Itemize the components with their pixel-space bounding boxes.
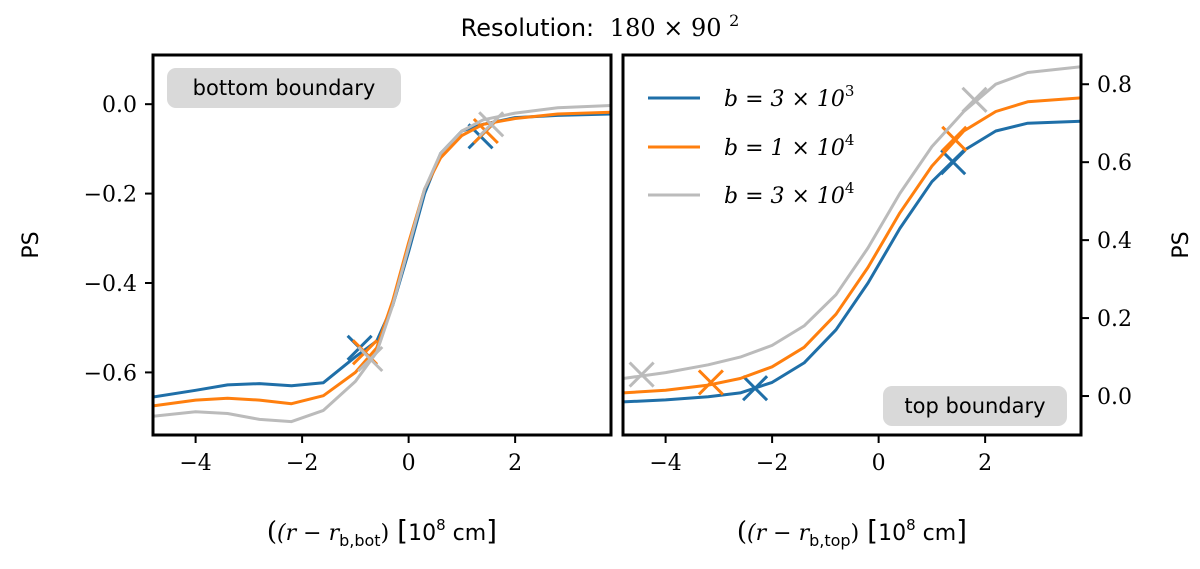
legend-exp: 4 <box>845 179 855 197</box>
svg-text:((r − rb,bot)[108 cm]: ((r − rb,bot) [108 cm] <box>267 514 497 550</box>
left-annotation-text: bottom boundary <box>193 76 376 100</box>
right-x-ticks: −4 −2 0 2 <box>649 435 992 476</box>
right-axes-frame <box>621 53 1083 437</box>
right-xlabel-close: ) <box>851 521 860 546</box>
y-tick-label: 0.8 <box>1097 73 1132 98</box>
legend-exp: 4 <box>845 131 855 149</box>
legend-label: b = 1 × 10 <box>724 136 845 161</box>
y-tick-label: 0.2 <box>1097 307 1132 332</box>
y-tick-label: −0.2 <box>84 183 137 208</box>
right-xlabel-open: (r − r <box>747 521 811 546</box>
left-xlabel-open: (r − r <box>277 521 341 546</box>
left-x-axis-label: ((r − rb,bot) [108 cm] <box>267 514 497 550</box>
x-tick-label: 2 <box>508 451 522 476</box>
right-xlabel-unit-exp: 8 <box>906 516 916 534</box>
left-xlabel-unit-bracket-close: ] <box>486 514 497 547</box>
svg-text:b = 1 × 104: b = 1 × 104 <box>724 131 854 161</box>
right-xlabel-unit-pre: 10 <box>878 521 906 546</box>
left-xlabel-close: ) <box>381 521 390 546</box>
y-tick-label: 0.6 <box>1097 151 1132 176</box>
series-line <box>153 112 611 399</box>
left-panel: bottom boundary −4 −2 0 2 0.0 −0.2 −0.4 −0.6 P… <box>19 53 613 550</box>
legend-label: b = 3 × 10 <box>724 184 845 209</box>
left-xlabel-sub: b,bot <box>339 531 380 550</box>
left-x-ticks: −4 −2 0 2 <box>179 435 522 476</box>
left-xlabel-bracket: ( <box>267 517 277 547</box>
y-tick-label: 0.0 <box>102 93 137 118</box>
left-xlabel-unit-post: cm <box>446 521 487 546</box>
series-line <box>623 119 1081 404</box>
y-tick-label: −0.4 <box>84 272 137 297</box>
title-prefix: Resolution: <box>461 14 595 42</box>
series-line <box>153 110 611 408</box>
y-tick-label: −0.6 <box>84 361 137 386</box>
title-resolution: 180 × 90 <box>610 14 722 42</box>
series-line <box>153 104 611 424</box>
left-y-ticks: 0.0 −0.2 −0.4 −0.6 <box>84 93 153 386</box>
svg-text:((r − rb,top)[108 cm]: ((r − rb,top) [108 cm] <box>737 514 967 550</box>
left-xlabel-unit-exp: 8 <box>436 516 446 534</box>
right-xlabel-unit-bracket-close: ] <box>956 514 967 547</box>
x-marker <box>940 149 967 176</box>
x-tick-label: 2 <box>978 451 992 476</box>
right-xlabel-sub: b,top <box>809 531 850 550</box>
right-panel: top boundary −4 −2 0 2 0.0 0.2 0.4 0.6 0.8 PS (… <box>621 53 1194 550</box>
right-x-axis-label: ((r − rb,top) [108 cm] <box>737 514 967 550</box>
x-tick-label: −2 <box>756 451 788 476</box>
left-xlabel-unit-pre: 10 <box>408 521 436 546</box>
y-tick-label: 0.4 <box>1097 229 1132 254</box>
legend-entry: b = 1 × 104 <box>648 131 854 161</box>
left-xlabel-unit-bracket-open: [ <box>397 514 408 547</box>
left-annotation-box <box>167 68 401 108</box>
svg-text:b = 3 × 103: b = 3 × 103 <box>724 82 854 112</box>
x-tick-label: −4 <box>179 451 211 476</box>
y-tick-label: 0.0 <box>1097 385 1132 410</box>
legend-exp: 3 <box>845 82 855 100</box>
right-series-group <box>623 65 1081 404</box>
x-marker <box>697 369 724 396</box>
x-marker <box>628 361 655 388</box>
right-xlabel-unit-bracket-open: [ <box>867 514 878 547</box>
left-plot-area <box>153 104 611 424</box>
x-marker <box>742 375 769 402</box>
legend-label: b = 3 × 10 <box>724 87 845 112</box>
figure-title: Resolution: 180 × 90 2 <box>461 11 740 42</box>
x-marker <box>961 86 988 113</box>
svg-text:b = 3 × 104: b = 3 × 104 <box>724 179 854 209</box>
x-marker <box>357 345 384 373</box>
right-y-axis-label: PS <box>1169 231 1194 258</box>
legend-entry: b = 3 × 104 <box>648 179 854 209</box>
left-y-axis-label: PS <box>19 231 44 258</box>
x-tick-label: −4 <box>649 451 681 476</box>
x-marker <box>478 111 505 138</box>
right-plot-area <box>623 65 1081 404</box>
right-xlabel-unit-post: cm <box>916 521 957 546</box>
left-axes-frame <box>151 53 613 437</box>
right-y-ticks: 0.0 0.2 0.4 0.6 0.8 <box>1081 73 1132 410</box>
right-xlabel-bracket: ( <box>737 517 747 547</box>
series-line <box>623 65 1081 380</box>
title-exponent: 2 <box>729 11 739 30</box>
x-tick-label: 0 <box>402 451 416 476</box>
right-annotation-text: top boundary <box>904 394 1045 418</box>
x-tick-label: 0 <box>872 451 886 476</box>
left-series-group <box>153 104 611 424</box>
legend-entry: b = 3 × 103 <box>648 82 854 112</box>
legend: b = 3 × 103 b = 1 × 104 b = 3 × 104 <box>648 82 854 209</box>
right-annotation-box <box>883 386 1067 426</box>
x-tick-label: −2 <box>286 451 318 476</box>
